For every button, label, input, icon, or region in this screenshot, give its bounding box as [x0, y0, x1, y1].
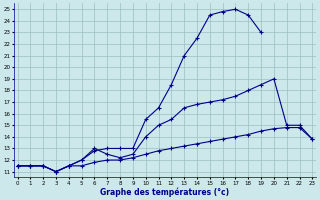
X-axis label: Graphe des températures (°c): Graphe des températures (°c): [100, 187, 229, 197]
